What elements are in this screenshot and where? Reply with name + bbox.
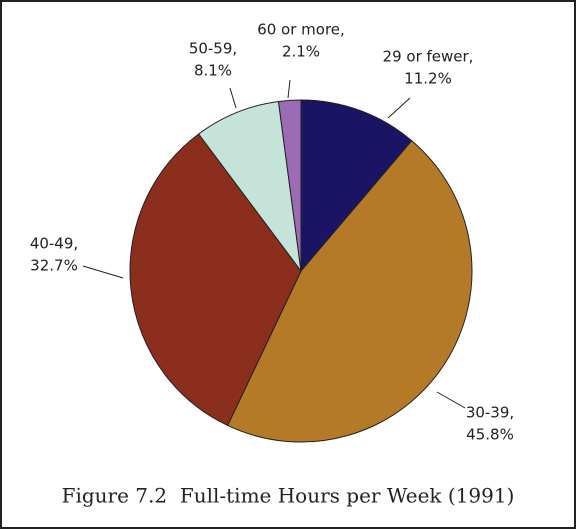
- value-label: 2.1%: [282, 43, 320, 61]
- slice-label: 50-59,: [189, 40, 237, 58]
- value-label: 8.1%: [194, 62, 232, 80]
- leader-line: [436, 391, 466, 409]
- leader-line: [387, 97, 411, 119]
- leader-line: [82, 265, 124, 279]
- slice-label: 29 or fewer,: [383, 48, 474, 66]
- pie-slice: [226, 139, 473, 443]
- leader-line: [229, 87, 237, 109]
- leader-line: [287, 79, 291, 99]
- chart-title: Figure 7.2 Full-time Hours per Week (199…: [62, 484, 515, 508]
- value-label: 11.2%: [404, 70, 452, 88]
- value-label: 32.7%: [30, 257, 78, 275]
- pie-slice: [300, 99, 413, 273]
- value-label: 45.8%: [466, 426, 514, 444]
- slice-label: 40-49,: [30, 235, 78, 253]
- slice-label: 60 or more,: [257, 21, 345, 39]
- pie-slice: [277, 99, 302, 272]
- slice-label: 30-39,: [466, 404, 514, 422]
- pie-slice: [129, 133, 302, 427]
